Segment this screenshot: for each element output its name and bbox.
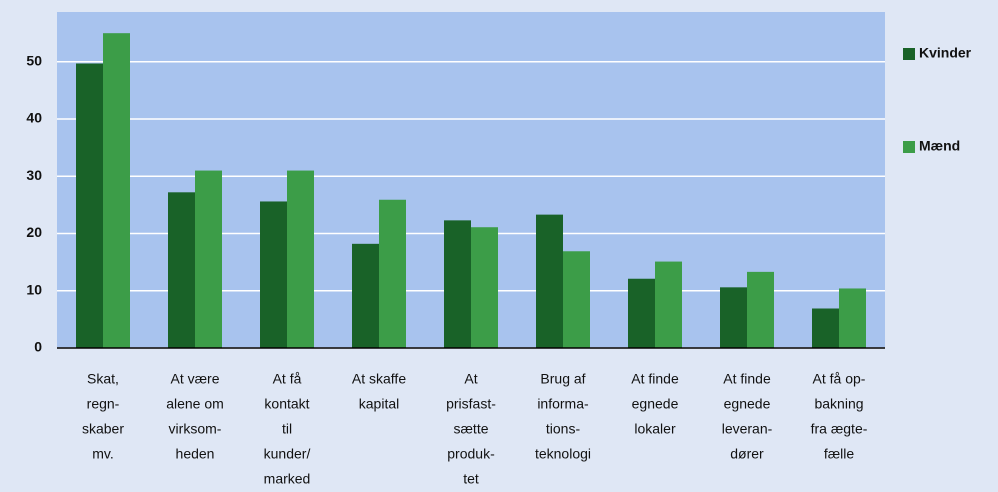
y-tick-label: 50 [26, 53, 42, 69]
x-tick-label: At [464, 371, 477, 387]
x-tick-label: kontakt [264, 396, 309, 412]
bar [471, 227, 498, 348]
x-tick-label: tions- [546, 421, 581, 437]
x-tick-label: mv. [92, 446, 114, 462]
x-tick-label: prisfast- [446, 396, 496, 412]
bar [563, 251, 590, 348]
bar [839, 288, 866, 348]
bar [379, 199, 406, 348]
y-tick-label: 0 [34, 339, 42, 355]
bar [444, 220, 471, 348]
x-tick-label: egnede [632, 396, 679, 412]
x-tick-label: At finde [723, 371, 771, 387]
x-tick-label: informa- [537, 396, 589, 412]
legend-label: Kvinder [919, 45, 972, 61]
x-tick-label: egnede [724, 396, 771, 412]
x-tick-label: At skaffe [352, 371, 406, 387]
bar [747, 271, 774, 348]
x-tick-label: teknologi [535, 446, 591, 462]
x-tick-label: alene om [166, 396, 224, 412]
bar [195, 170, 222, 348]
y-tick-label: 40 [26, 110, 42, 126]
legend-label: Mænd [919, 138, 960, 154]
bar [168, 192, 195, 348]
bar [352, 243, 379, 348]
bar [812, 308, 839, 348]
x-tick-label: fælle [824, 446, 855, 462]
x-tick-label: regn- [87, 396, 120, 412]
x-tick-label: lokaler [634, 421, 676, 437]
x-tick-label: fra ægte- [811, 421, 868, 437]
x-tick-label: bakning [814, 396, 863, 412]
x-tick-label: dører [730, 446, 764, 462]
x-tick-label: marked [264, 471, 311, 487]
x-tick-label: skaber [82, 421, 124, 437]
legend-swatch [903, 48, 915, 60]
x-tick-label: Skat, [87, 371, 119, 387]
bar [720, 287, 747, 348]
bar [76, 63, 103, 349]
y-tick-label: 30 [26, 167, 42, 183]
x-tick-label: kunder/ [264, 446, 311, 462]
x-tick-label: heden [176, 446, 215, 462]
x-tick-label: At finde [631, 371, 679, 387]
y-tick-label: 20 [26, 224, 42, 240]
x-tick-label: sætte [453, 421, 488, 437]
bar [287, 170, 314, 348]
x-tick-label: Brug af [540, 371, 585, 387]
y-tick-label: 10 [26, 281, 42, 297]
bar [655, 261, 682, 348]
x-tick-label: produk- [447, 446, 495, 462]
x-tick-label: til [282, 421, 292, 437]
bar [536, 214, 563, 348]
x-tick-label: tet [463, 471, 479, 487]
x-tick-label: At få op- [813, 371, 866, 387]
bar [103, 33, 130, 349]
x-tick-label: virksom- [169, 421, 222, 437]
x-tick-label: At være [170, 371, 219, 387]
legend-swatch [903, 141, 915, 153]
x-tick-label: kapital [359, 396, 399, 412]
bar [260, 201, 287, 348]
x-tick-label: leveran- [722, 421, 773, 437]
x-tick-label: At få [273, 371, 302, 387]
bar [628, 278, 655, 348]
